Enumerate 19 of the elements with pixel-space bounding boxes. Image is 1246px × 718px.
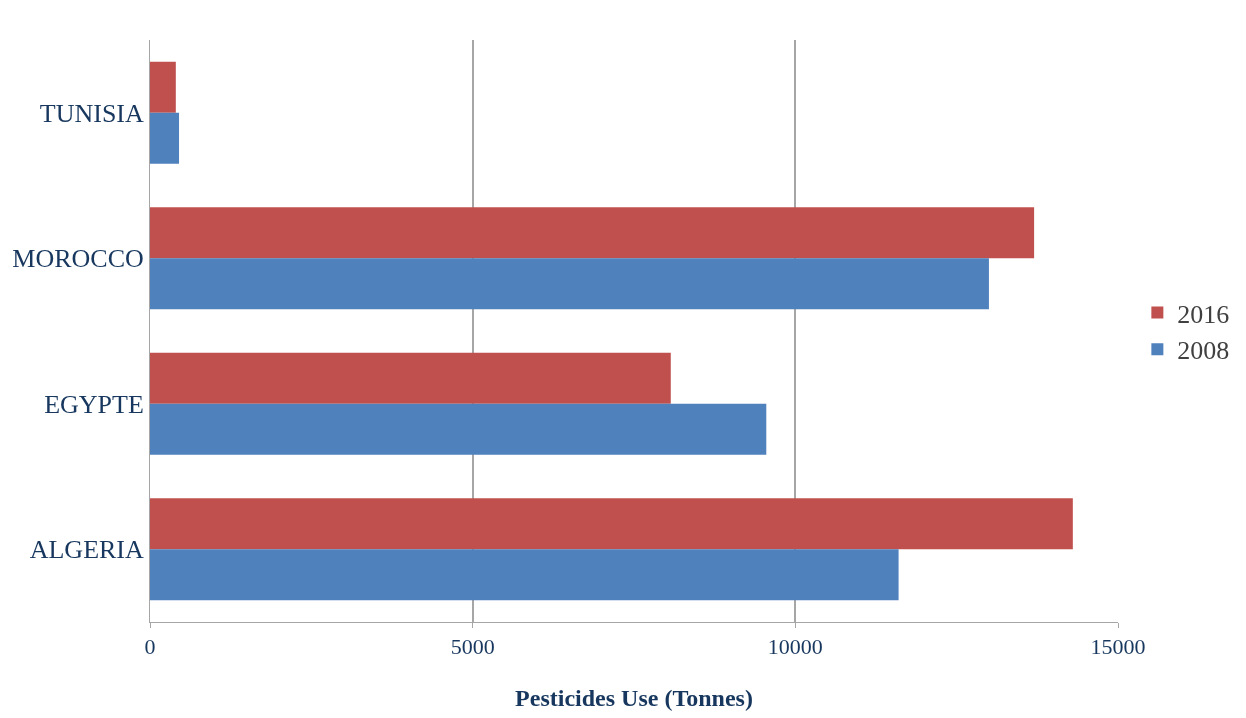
x-tick-label: 5000 — [450, 634, 495, 660]
y-tick-label: TUNISIA — [39, 98, 145, 128]
bar — [150, 403, 767, 455]
legend-label: 2008 — [1177, 336, 1230, 366]
bar — [150, 352, 671, 404]
y-tick-label: ALGERIA — [29, 535, 145, 565]
bar — [150, 207, 1035, 259]
y-tick-label: EGYPTE — [44, 389, 144, 419]
x-tick-label: 0 — [144, 634, 156, 660]
x-tick-label: 10000 — [767, 634, 823, 660]
x-axis-title: Pesticides Use (Tonnes) — [515, 684, 753, 711]
bar — [150, 61, 176, 113]
bar — [150, 258, 989, 310]
bar — [150, 112, 180, 164]
bar — [150, 498, 1073, 550]
bar — [150, 549, 899, 601]
x-tick-label: 15000 — [1090, 634, 1146, 660]
legend-label: 2016 — [1177, 299, 1230, 329]
y-tick-label: MOROCCO — [12, 244, 144, 274]
